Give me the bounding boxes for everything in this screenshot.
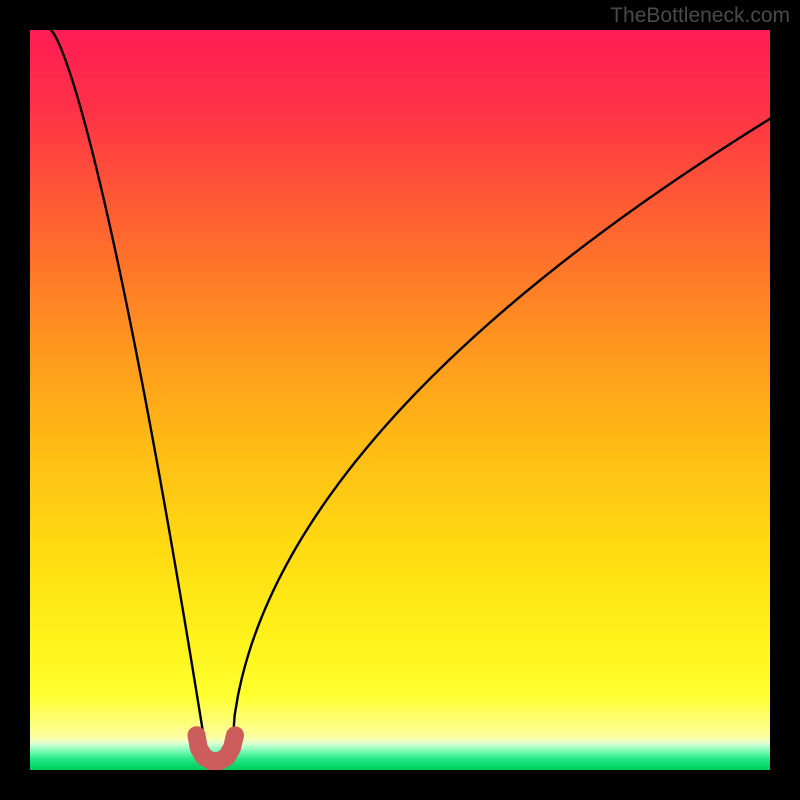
curve-left — [51, 30, 208, 761]
chart-frame: TheBottleneck.com — [0, 0, 800, 800]
curve-layer — [30, 30, 770, 770]
curve-right — [231, 119, 770, 761]
watermark-text: TheBottleneck.com — [610, 4, 790, 28]
curve-bottom-u — [197, 735, 235, 761]
plot-area — [30, 30, 770, 770]
